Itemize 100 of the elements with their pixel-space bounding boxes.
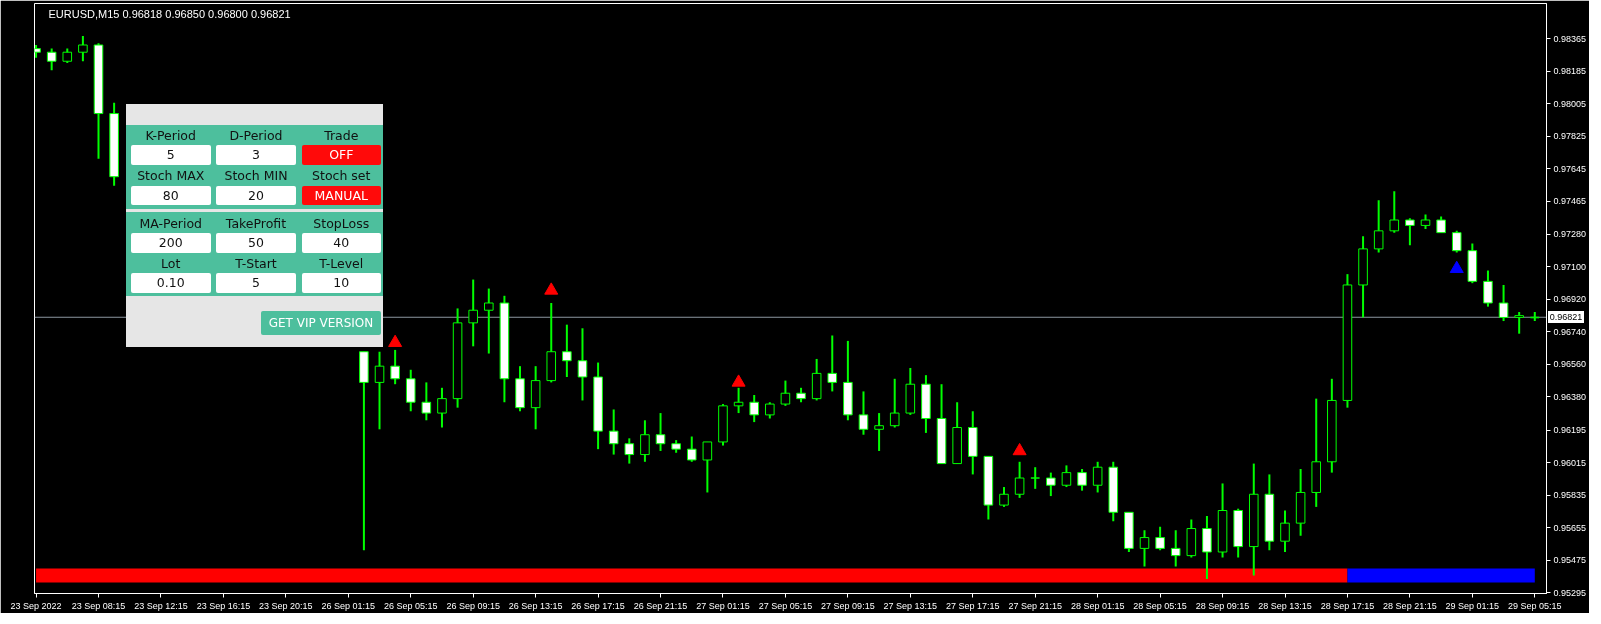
candlestick [1483, 269, 1493, 308]
point [544, 282, 559, 295]
annotation: 5 [216, 273, 296, 293]
y-tick-label: 0.96195 [1553, 425, 1587, 436]
annotation: T-Level [318, 254, 365, 273]
candlestick [827, 334, 838, 393]
y-tick-label: 0.96380 [1553, 391, 1587, 402]
candlestick [889, 377, 900, 429]
y-tick-label: 0.97100 [1553, 261, 1587, 272]
annotation: GET VIP VERSION [261, 311, 381, 335]
point [731, 374, 746, 387]
x-tick-label: 27 Sep 09:15 [821, 600, 875, 611]
candlestick [1061, 464, 1072, 489]
candlestick [1202, 514, 1212, 581]
candlestick [390, 348, 400, 386]
candlestick [749, 394, 759, 424]
candlestick [874, 412, 884, 452]
annotation: 40 [301, 233, 381, 253]
x-tick-label: 28 Sep 09:15 [1195, 600, 1250, 611]
x-tick-label: 23 Sep 08:15 [71, 600, 126, 611]
annotation: Stoch MIN [223, 166, 289, 185]
x-tick-label: 23 Sep 20:15 [259, 600, 313, 611]
candlestick [1092, 460, 1103, 494]
x-tick-label: 23 Sep 16:15 [196, 600, 251, 611]
candlestick [405, 368, 416, 413]
x-tick-label: 28 Sep 21:15 [1383, 600, 1437, 611]
candlestick [1389, 190, 1400, 234]
candlestick [421, 381, 432, 422]
x-tick-label: 26 Sep 13:15 [508, 600, 563, 611]
x-tick-label: 27 Sep 21:15 [1008, 600, 1062, 611]
annotation: 80 [130, 186, 211, 205]
candlestick [624, 437, 635, 465]
candlestick [1155, 525, 1165, 552]
candlestick [702, 440, 713, 494]
candlestick [1030, 466, 1041, 490]
candlestick [468, 278, 478, 348]
candlestick [999, 486, 1009, 508]
candlestick [562, 323, 572, 378]
x-tick-label: 28 Sep 01:15 [1070, 600, 1125, 611]
candlestick [484, 287, 494, 355]
annotation: MA-Period [138, 214, 204, 233]
candlestick [858, 390, 869, 436]
x-tick-label: 27 Sep 17:15 [945, 600, 1000, 611]
y-tick-label: 0.95655 [1553, 522, 1587, 533]
annotation: Stoch set [311, 166, 372, 185]
annotation: Trade [323, 126, 360, 145]
candlestick [46, 47, 57, 72]
candlestick [1139, 529, 1150, 568]
y-tick-label: 0.96920 [1553, 294, 1587, 305]
y-tick-label: 0.96015 [1553, 457, 1587, 468]
y-tick-label: 0.97825 [1553, 131, 1587, 142]
point [388, 334, 403, 347]
annotation: Stoch MAX [136, 166, 206, 185]
annotation: MANUAL [301, 186, 381, 205]
candlestick [1014, 460, 1025, 499]
annotation: 3 [216, 145, 296, 165]
candlestick [1046, 471, 1056, 498]
annotation: 50 [216, 233, 296, 253]
x-tick-label: 27 Sep 01:15 [696, 600, 750, 611]
y-tick-label: 0.95295 [1553, 587, 1587, 598]
candlestick [733, 386, 744, 415]
x-tick-label: 26 Sep 17:15 [571, 600, 625, 611]
candlestick [1077, 468, 1087, 492]
y-tick-label: 0.97645 [1553, 163, 1587, 174]
annotation: Lot [160, 254, 182, 273]
x-tick-label: 23 Sep 2022 [10, 600, 62, 611]
annotation: TakeProfit [224, 214, 288, 233]
annotation: 200 [130, 233, 211, 253]
y-tick-label: 0.96740 [1553, 326, 1587, 337]
y-tick-label: 0.98005 [1553, 98, 1587, 109]
annotation: 20 [216, 186, 296, 205]
y-tick-label: 0.97465 [1553, 196, 1587, 207]
y-tick-label: 0.95835 [1553, 490, 1587, 501]
x-tick-label: 29 Sep 01:15 [1445, 600, 1500, 611]
candlestick [640, 419, 650, 463]
candlestick [1451, 229, 1462, 254]
y-tick-label: 0.95475 [1553, 555, 1587, 566]
annotation: 0.10 [130, 273, 211, 293]
y-tick-label: 0.96560 [1553, 359, 1587, 370]
candlestick [1280, 509, 1290, 553]
y-tick-label: 0.98185 [1553, 66, 1587, 77]
x-tick-label: 27 Sep 05:15 [758, 600, 813, 611]
annotation: 10 [301, 273, 381, 293]
annotation: K-Period [144, 126, 197, 145]
x-tick-label: 27 Sep 13:15 [883, 600, 938, 611]
x-tick-label: 26 Sep 05:15 [383, 600, 438, 611]
annotation: OFF [301, 145, 381, 165]
candlestick [1514, 311, 1524, 335]
point [1449, 260, 1464, 273]
candlestick [1373, 199, 1384, 254]
annotation: StopLoss [312, 214, 371, 233]
annotation: T-Start [234, 254, 278, 273]
candlestick [655, 412, 666, 452]
ref-line-label: 0.96821 [1548, 310, 1584, 323]
x-tick-label: 23 Sep 12:15 [134, 600, 188, 611]
annotation: 5 [130, 145, 211, 165]
candlestick [1405, 217, 1415, 247]
chart-title: EURUSD,M15 0.96818 0.96850 0.96800 0.96821 [48, 7, 291, 20]
candlestick [608, 408, 619, 456]
point [1012, 442, 1027, 456]
